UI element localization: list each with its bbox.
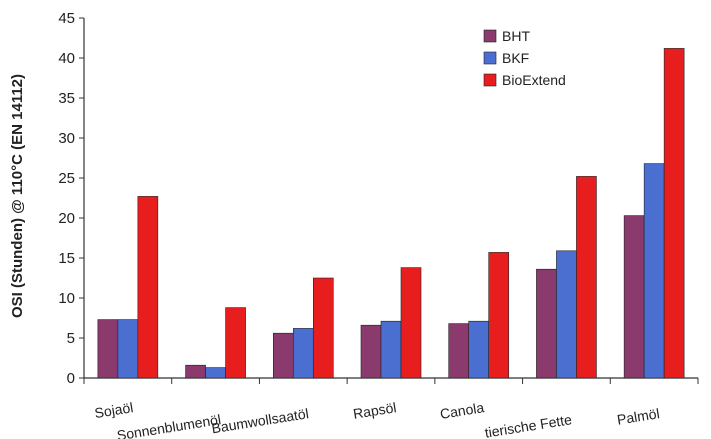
x-category-label: Sojaöl xyxy=(93,399,134,421)
bar-bht-6 xyxy=(623,215,645,379)
bar-bioextend-6 xyxy=(663,48,685,379)
y-tick-label: 30 xyxy=(58,130,75,147)
x-category-label: Palmöl xyxy=(616,405,661,427)
bar-bioextend-4 xyxy=(488,252,510,379)
legend-label-bioextend: BioExtend xyxy=(502,72,566,88)
bar-bht-1 xyxy=(185,364,206,379)
bar-bkf-6 xyxy=(643,163,665,379)
y-tick-label: 40 xyxy=(58,50,75,67)
bar-bht-0 xyxy=(97,319,119,379)
legend-swatch-bioextend xyxy=(483,73,497,87)
bar-bkf-1 xyxy=(205,367,226,379)
x-category-label: tierische Fette xyxy=(484,411,574,439)
y-tick-label: 20 xyxy=(58,210,75,227)
legend-label-bht: BHT xyxy=(502,28,530,44)
bar-bioextend-2 xyxy=(312,277,334,379)
bar-bht-2 xyxy=(272,332,294,379)
x-category-label: Rapsöl xyxy=(352,399,398,422)
legend-swatch-bkf xyxy=(483,51,497,65)
bar-bht-4 xyxy=(448,323,470,379)
bar-bioextend-3 xyxy=(400,267,422,379)
bar-bioextend-0 xyxy=(137,196,159,379)
bar-bkf-3 xyxy=(380,320,402,379)
y-tick-label: 5 xyxy=(67,330,75,347)
y-tick-label: 15 xyxy=(58,250,75,267)
legend-label-bkf: BKF xyxy=(502,50,529,66)
bar-bkf-2 xyxy=(292,328,314,379)
bar-bioextend-5 xyxy=(576,176,597,379)
bar-bkf-4 xyxy=(468,320,490,379)
x-category-label: Canola xyxy=(439,399,486,422)
bar-bioextend-1 xyxy=(225,307,246,379)
y-axis-label: OSI (Stunden) @ 110°C (EN 14112) xyxy=(9,74,26,318)
y-tick-label: 10 xyxy=(58,290,75,307)
y-tick-label: 25 xyxy=(58,170,75,187)
bar-bht-5 xyxy=(536,268,557,379)
y-tick-label: 35 xyxy=(58,90,75,107)
x-category-label: Baumwollsaatöl xyxy=(210,405,309,436)
legend-swatch-bht xyxy=(483,29,497,43)
bar-bht-3 xyxy=(360,324,382,379)
bar-bkf-0 xyxy=(117,319,139,379)
bar-bkf-5 xyxy=(556,250,577,379)
y-tick-label: 45 xyxy=(58,10,75,27)
y-tick-label: 0 xyxy=(67,370,75,387)
